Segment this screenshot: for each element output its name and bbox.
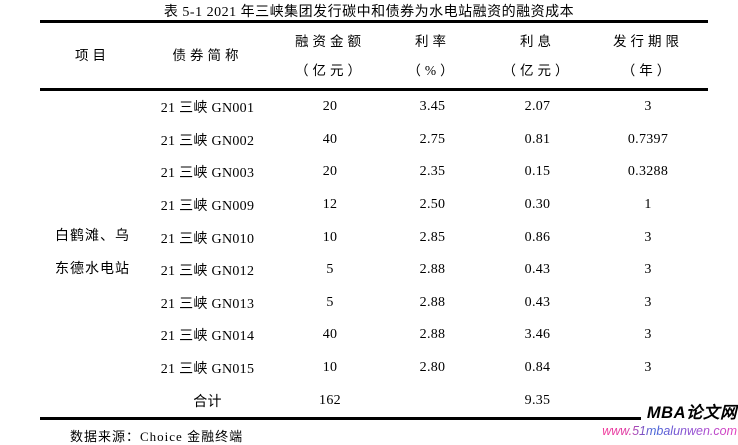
- total-interest: 9.35: [524, 392, 551, 408]
- site-watermark: MBA论文网 www.51mbalunwen.com: [602, 404, 737, 438]
- cell-interest: 3.46: [524, 327, 551, 343]
- cell-amount: 20: [322, 164, 338, 180]
- total-row: 合计 162 9.35: [40, 384, 708, 418]
- cell-term: 1: [644, 197, 652, 213]
- table-row: 21 三峡 GN014 40 2.88 3.46 3: [40, 319, 708, 352]
- cell-amount: 10: [322, 360, 338, 376]
- cell-interest: 0.84: [524, 360, 551, 376]
- cell-term: 3: [644, 294, 652, 310]
- cell-interest: 0.15: [524, 164, 551, 180]
- cell-bond: 21 三峡 GN012: [160, 264, 255, 280]
- cell-term: 0.7397: [627, 131, 669, 147]
- col-header-amount-line1: 融资金额: [295, 33, 365, 49]
- cell-term: 3: [644, 327, 652, 343]
- cell-term: 3: [644, 360, 652, 376]
- cell-interest: 2.07: [524, 99, 551, 115]
- table-caption: 表 5-1 2021 年三峡集团发行碳中和债券为水电站融资的融资成本: [163, 5, 575, 20]
- total-amount: 162: [319, 392, 341, 408]
- financing-cost-table: 项目 债券简称 融资金额 （亿元） 利率 （%） 利息 （亿元） 发行期限 （年…: [40, 20, 708, 420]
- col-header-amount-line2: （亿元）: [295, 62, 365, 78]
- table-row: 21 三峡 GN015 10 2.80 0.84 3: [40, 352, 708, 385]
- total-label: 合计: [193, 394, 222, 410]
- cell-bond: 21 三峡 GN014: [160, 329, 255, 345]
- watermark-site-url: www.51mbalunwen.com: [602, 424, 737, 438]
- header-row: 项目 债券简称 融资金额 （亿元） 利率 （%） 利息 （亿元） 发行期限 （年…: [40, 22, 708, 90]
- table-row: 21 三峡 GN012 5 2.88 0.43 3: [40, 254, 708, 287]
- col-header-interest-line2: （亿元）: [502, 62, 573, 78]
- cell-bond: 21 三峡 GN002: [160, 133, 255, 149]
- cell-bond: 21 三峡 GN001: [160, 101, 255, 117]
- table-row: 白鹤滩、乌 东德水电站 21 三峡 GN001 20 3.45 2.07 3: [40, 90, 708, 277]
- cell-amount: 12: [322, 197, 338, 213]
- project-name-line2: 东德水电站: [55, 261, 130, 277]
- cell-interest: 0.81: [524, 131, 551, 147]
- project-name-cell: 白鹤滩、乌 东德水电站: [40, 90, 145, 419]
- col-header-rate: 利率 （%）: [390, 22, 475, 90]
- col-header-term: 发行期限 （年）: [600, 22, 708, 90]
- cell-amount: 10: [322, 229, 338, 245]
- cell-rate: 2.88: [419, 294, 446, 310]
- cell-amount: 40: [322, 327, 338, 343]
- cell-rate: 2.80: [419, 360, 446, 376]
- cell-interest: 0.86: [524, 229, 551, 245]
- col-header-interest: 利息 （亿元）: [475, 22, 600, 90]
- cell-amount: 40: [322, 131, 338, 147]
- cell-interest: 0.43: [524, 294, 551, 310]
- col-header-bond: 债券简称: [145, 22, 270, 90]
- cell-bond: 21 三峡 GN015: [160, 362, 255, 378]
- cell-rate: 2.35: [419, 164, 446, 180]
- data-source-note: 数据来源：Choice 金融终端: [70, 429, 244, 444]
- watermark-site-name: MBA论文网: [640, 404, 737, 423]
- col-header-project: 项目: [40, 22, 145, 90]
- cell-term: 3: [644, 262, 652, 278]
- cell-bond: 21 三峡 GN009: [160, 199, 255, 215]
- cell-rate: 2.85: [419, 229, 446, 245]
- table-row: 21 三峡 GN002 40 2.75 0.81 0.7397: [40, 124, 708, 157]
- cell-bond: 21 三峡 GN003: [160, 166, 255, 182]
- col-header-term-line1: 发行期限: [613, 33, 683, 49]
- cell-bond: 21 三峡 GN013: [160, 296, 255, 312]
- col-header-interest-line1: 利息: [520, 33, 555, 49]
- cell-amount: 5: [326, 262, 334, 278]
- cell-term: 0.3288: [627, 164, 669, 180]
- col-header-rate-line2: （%）: [407, 62, 458, 78]
- cell-interest: 0.43: [524, 262, 551, 278]
- cell-term: 3: [644, 99, 652, 115]
- table-row: 21 三峡 GN003 20 2.35 0.15 0.3288: [40, 156, 708, 189]
- cell-rate: 3.45: [419, 99, 446, 115]
- col-header-project-label: 项目: [75, 48, 110, 63]
- cell-rate: 2.75: [419, 131, 446, 147]
- total-rate: [390, 384, 475, 418]
- cell-term: 3: [644, 229, 652, 245]
- cell-bond: 21 三峡 GN010: [160, 231, 255, 247]
- col-header-term-line2: （年）: [621, 62, 675, 78]
- table-row: 21 三峡 GN009 12 2.50 0.30 1: [40, 189, 708, 222]
- cell-rate: 2.88: [419, 262, 446, 278]
- cell-interest: 0.30: [524, 197, 551, 213]
- cell-amount: 20: [322, 99, 338, 115]
- col-header-bond-label: 债券简称: [172, 48, 243, 63]
- cell-rate: 2.50: [419, 197, 446, 213]
- col-header-rate-line1: 利率: [415, 33, 450, 49]
- table-row: 21 三峡 GN010 10 2.85 0.86 3: [40, 221, 708, 254]
- table-row: 21 三峡 GN013 5 2.88 0.43 3: [40, 287, 708, 320]
- cell-amount: 5: [326, 294, 334, 310]
- project-name-line1: 白鹤滩、乌: [55, 229, 130, 245]
- cell-rate: 2.88: [419, 327, 446, 343]
- col-header-amount: 融资金额 （亿元）: [270, 22, 390, 90]
